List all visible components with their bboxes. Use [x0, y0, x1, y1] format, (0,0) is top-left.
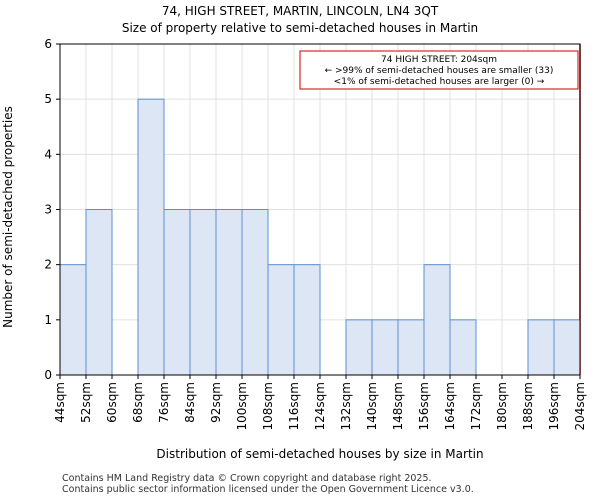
y-tick-label: 4 [44, 147, 52, 161]
x-tick-label: 140sqm [365, 382, 379, 430]
histogram-bar [527, 319, 555, 376]
y-axis-label: Number of semi-detached properties [1, 106, 15, 328]
x-tick-label: 132sqm [339, 382, 353, 430]
x-tick-label: 124sqm [313, 382, 327, 430]
histogram-bar [397, 319, 425, 376]
histogram-bar [345, 319, 373, 376]
annotation-line: ← >99% of semi-detached houses are small… [325, 66, 554, 76]
x-tick-label: 164sqm [443, 382, 457, 430]
y-tick-label: 5 [44, 92, 52, 106]
y-tick-label: 0 [44, 368, 52, 382]
x-tick-label: 44sqm [53, 382, 67, 423]
annotation-line: <1% of semi-detached houses are larger (… [334, 77, 545, 87]
x-tick-label: 172sqm [469, 382, 483, 430]
x-tick-label: 148sqm [391, 382, 405, 430]
footer-copyright: Contains HM Land Registry data © Crown c… [62, 473, 432, 484]
chart-title: 74, HIGH STREET, MARTIN, LINCOLN, LN4 3Q… [161, 4, 439, 18]
histogram-bar [371, 319, 399, 376]
x-tick-label: 84sqm [183, 382, 197, 423]
y-tick-label: 1 [44, 313, 52, 327]
x-tick-label: 68sqm [131, 382, 145, 423]
x-tick-label: 116sqm [287, 382, 301, 430]
x-tick-label: 92sqm [209, 382, 223, 423]
x-tick-label: 60sqm [105, 382, 119, 423]
histogram-bar [137, 98, 165, 376]
x-tick-label: 188sqm [521, 382, 535, 430]
histogram-bar [85, 209, 113, 376]
footer-licence: Contains public sector information licen… [62, 484, 474, 495]
x-tick-label: 204sqm [573, 382, 587, 430]
x-tick-label: 52sqm [79, 382, 93, 423]
y-tick-label: 3 [44, 203, 52, 217]
histogram-bar [423, 264, 451, 376]
x-tick-label: 108sqm [261, 382, 275, 430]
x-tick-label: 76sqm [157, 382, 171, 423]
histogram-bar [215, 209, 243, 376]
x-tick-label: 100sqm [235, 382, 249, 430]
annotation-box [299, 50, 579, 90]
histogram-bar [449, 319, 477, 376]
histogram-bar [163, 209, 191, 376]
chart-subtitle: Size of property relative to semi-detach… [121, 21, 479, 35]
histogram-bar [189, 209, 217, 376]
y-tick-label: 6 [44, 37, 52, 51]
annotation-line: 74 HIGH STREET: 204sqm [381, 55, 497, 65]
histogram-bar [267, 264, 295, 376]
x-axis-label: Distribution of semi-detached houses by … [156, 447, 483, 461]
x-tick-label: 196sqm [547, 382, 561, 430]
histogram-bar [59, 264, 87, 376]
histogram-bar [293, 264, 321, 376]
x-tick-label: 156sqm [417, 382, 431, 430]
plot-frame [59, 43, 581, 376]
x-tick-label: 180sqm [495, 382, 509, 430]
y-tick-label: 2 [44, 258, 52, 272]
histogram-bar [553, 319, 581, 376]
histogram-bar [241, 209, 269, 376]
